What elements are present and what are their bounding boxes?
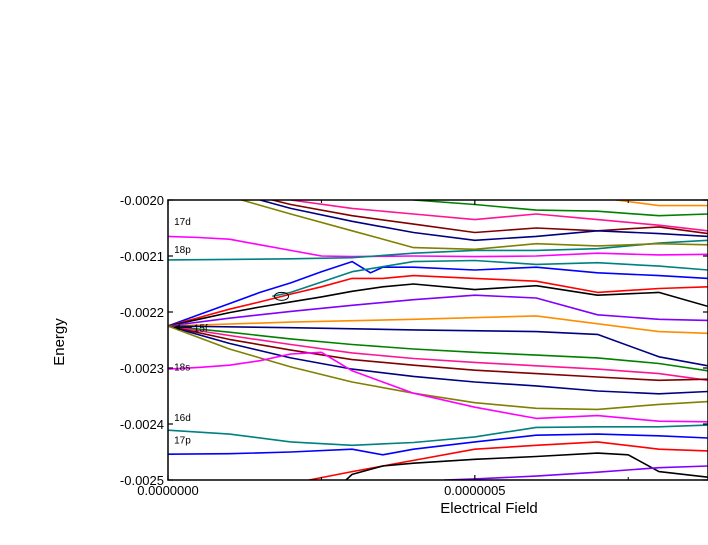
y-tick-label: -0.0020 — [120, 193, 164, 208]
series-line-26 — [272, 259, 708, 298]
series-line-24 — [259, 200, 708, 242]
series-line-16 — [168, 433, 708, 456]
series-line-17 — [308, 441, 708, 480]
series-line-13 — [168, 325, 708, 411]
series-line-2 — [168, 239, 708, 261]
x-tick-label: 0.0000005 — [444, 483, 505, 498]
y-axis-title: Energy — [51, 318, 68, 366]
series-line-3 — [168, 260, 708, 327]
series-line-7 — [168, 315, 708, 335]
series-line-22 — [290, 200, 708, 232]
y-tick-label: -0.0024 — [120, 417, 164, 432]
crossing-circle-marker — [274, 291, 290, 301]
series-line-15 — [168, 424, 708, 447]
series-line-18 — [345, 452, 708, 480]
y-tick-label: -0.0023 — [120, 361, 164, 376]
axis-ticks — [167, 199, 708, 481]
annotation-18s: 18s — [174, 363, 190, 374]
y-tick-label: -0.0021 — [120, 249, 164, 264]
series-lines — [168, 200, 708, 480]
series-line-23 — [272, 200, 708, 235]
annotation-15f: 15f — [194, 323, 208, 334]
series-line-10 — [168, 325, 708, 382]
series-line-21 — [413, 200, 708, 217]
state-annotations: 17d 18p 15f 18s 16d 17p — [173, 217, 290, 446]
series-line-25 — [241, 200, 708, 251]
axis-tick-labels: -0.0020 -0.0021 -0.0022 -0.0023 -0.0024 -0.00… — [120, 193, 506, 498]
series-line-12 — [168, 325, 708, 395]
plot-frame — [167, 199, 708, 481]
x-axis-title: Electrical Field — [440, 500, 538, 517]
annotation-17p: 17p — [174, 435, 191, 446]
series-line-6 — [168, 294, 708, 327]
x-tick-label: 0.0000000 — [137, 483, 198, 498]
annotation-arrow-head — [173, 324, 180, 331]
annotation-16d: 16d — [174, 413, 191, 424]
series-line-4 — [168, 274, 708, 327]
annotation-18p: 18p — [174, 245, 191, 256]
y-tick-label: -0.0022 — [120, 305, 164, 320]
series-line-1 — [168, 235, 708, 258]
y-tick-label: -0.0025 — [120, 473, 164, 488]
series-line-5 — [168, 283, 708, 327]
series-line-14 — [168, 351, 708, 423]
annotation-17d: 17d — [174, 217, 191, 228]
series-line-11 — [168, 325, 708, 382]
series-line-9 — [168, 325, 708, 372]
series-line-8 — [168, 325, 708, 367]
series-line-19 — [444, 465, 708, 480]
series-line-20 — [615, 200, 708, 207]
